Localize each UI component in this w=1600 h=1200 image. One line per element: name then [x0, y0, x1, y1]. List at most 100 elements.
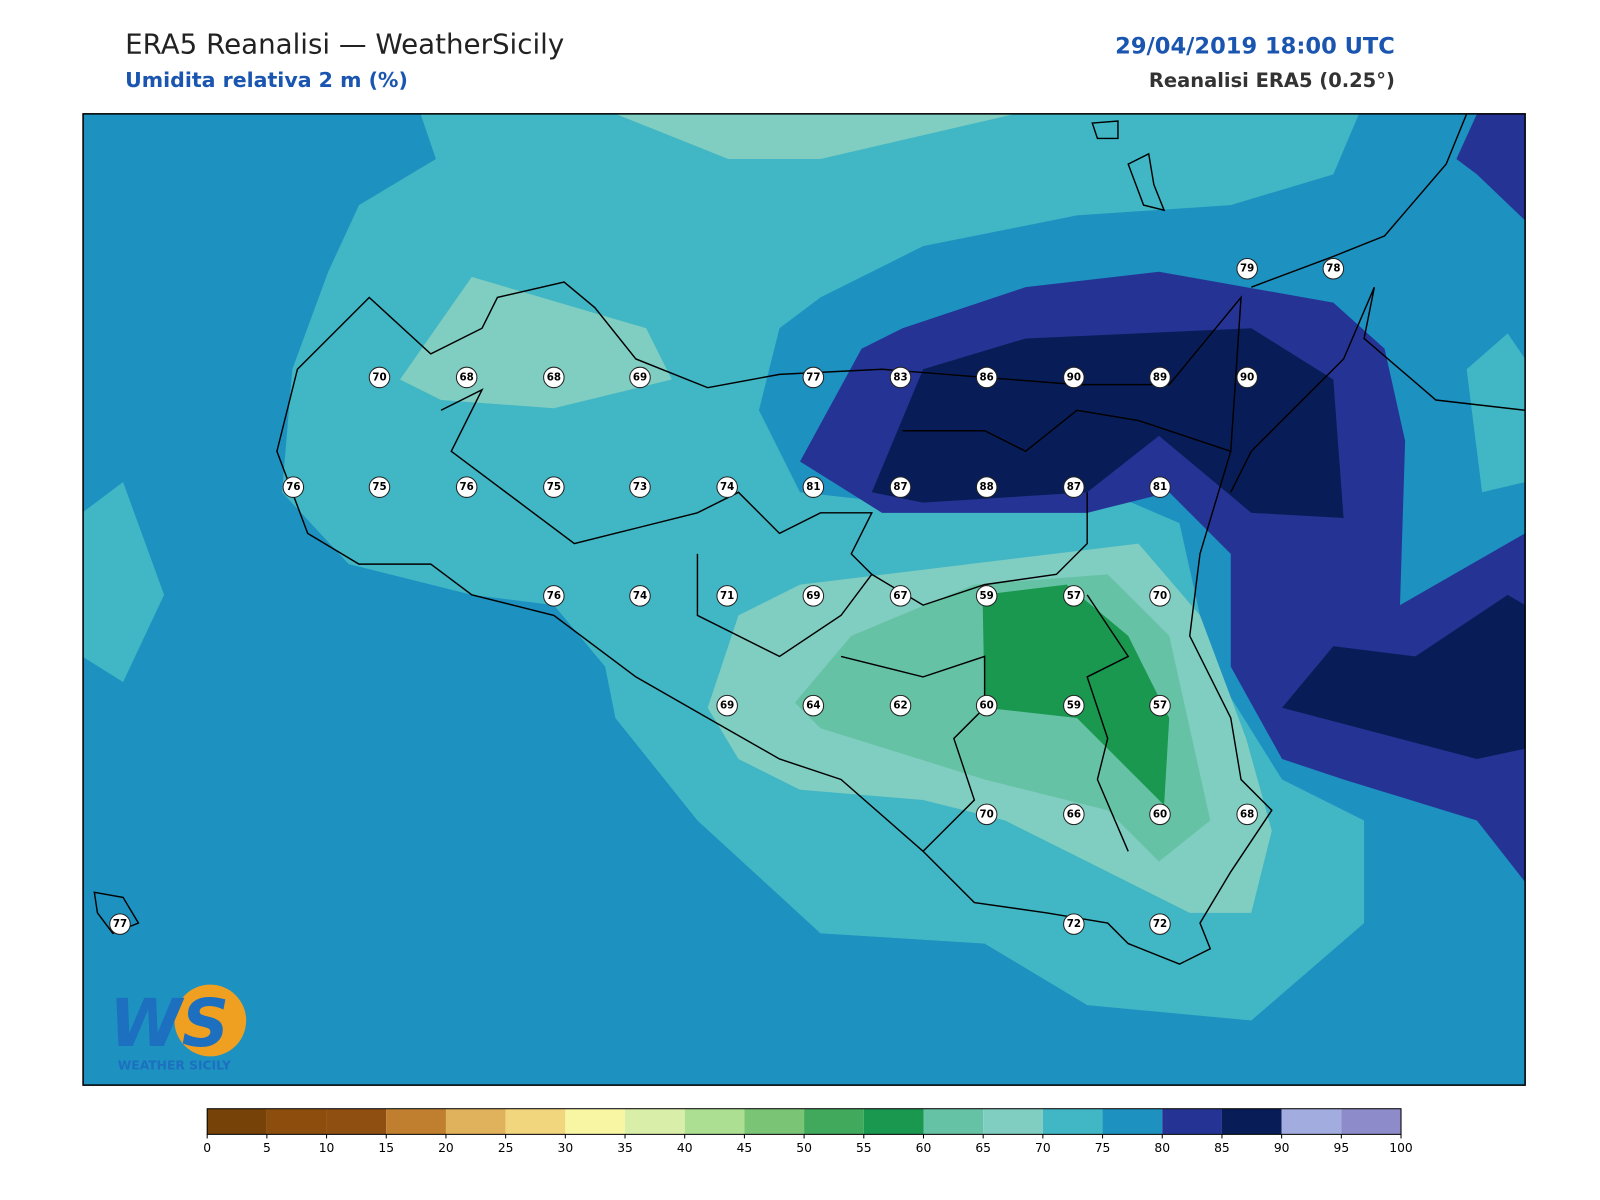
- colorbar-tick-label: 85: [1214, 1141, 1230, 1155]
- field-55-60: [982, 584, 1170, 806]
- colorbar-segment: [445, 1108, 506, 1135]
- station-marker: [368, 366, 391, 389]
- station-marker: [1063, 366, 1085, 389]
- station-value: 68: [547, 371, 561, 383]
- station-value: 76: [460, 481, 474, 493]
- station-marker: [1149, 366, 1171, 389]
- station-marker: [889, 694, 912, 717]
- station-value: 69: [633, 371, 647, 383]
- colorbar-segment: [565, 1108, 626, 1135]
- station-value: 89: [1153, 371, 1167, 383]
- station-marker: [802, 694, 825, 717]
- colorbar: 0 5 10 15 20 25 30 35 40 45 50 55 60 65 70 75 80 85 90 95 10…: [203, 1108, 1413, 1155]
- colorbar-segment: [804, 1108, 864, 1135]
- station-marker: [889, 366, 912, 389]
- station-value: 75: [372, 481, 386, 493]
- colorbar-tick-label: 20: [438, 1141, 454, 1155]
- station-value: 77: [806, 371, 820, 383]
- colorbar-tick-label: 60: [916, 1141, 932, 1155]
- source: Reanalisi ERA5 (0.25°): [1149, 69, 1395, 92]
- map-frame: [82, 113, 1526, 1086]
- station-value: 83: [893, 371, 907, 383]
- colorbar-segment: [1281, 1108, 1342, 1135]
- colorbar-tick-label: 95: [1334, 1141, 1350, 1155]
- station-value: 76: [547, 590, 561, 602]
- station-marker: [1149, 694, 1171, 717]
- colorbar-tick-label: 75: [1095, 1141, 1111, 1155]
- station-value: 64: [806, 700, 820, 712]
- station-marker: [1063, 694, 1085, 717]
- logo-sun: [174, 984, 247, 1057]
- station-marker: [1236, 366, 1258, 389]
- station-value: 90: [1240, 371, 1254, 383]
- station-marker: [1149, 585, 1171, 607]
- colorbar-segment: [1162, 1108, 1222, 1135]
- colorbar-segment: [386, 1108, 446, 1135]
- station-marker: [543, 366, 565, 389]
- colorbar-tick-label: 25: [498, 1141, 514, 1155]
- station-marker: [282, 476, 305, 498]
- colorbar-segment: [983, 1108, 1043, 1135]
- station-marker: [889, 476, 912, 498]
- colorbar-segment: [1341, 1108, 1402, 1135]
- station-marker: [1063, 913, 1085, 935]
- station-value: 72: [1067, 918, 1081, 930]
- colorbar-segment: [684, 1108, 745, 1135]
- colorbar-tick-label: 55: [856, 1141, 872, 1155]
- station-value: 77: [113, 918, 127, 930]
- station-marker: [1149, 476, 1171, 498]
- station-marker: [455, 476, 478, 498]
- station-value: 81: [806, 481, 820, 493]
- colorbar-tick-label: 80: [1154, 1141, 1170, 1155]
- station-value: 72: [1153, 918, 1167, 930]
- station-value: 57: [1153, 700, 1167, 712]
- colorbar-tick-label: 30: [558, 1141, 574, 1155]
- station-marker: [1236, 257, 1258, 280]
- colorbar-tick-label: 100: [1389, 1141, 1412, 1155]
- station-marker: [1063, 476, 1085, 498]
- logo-text: WEATHER SICILY: [118, 1059, 232, 1073]
- station-value: 69: [806, 590, 820, 602]
- station-value: 60: [980, 700, 994, 712]
- station-value: 62: [893, 700, 907, 712]
- colorbar-segment: [326, 1108, 387, 1135]
- station-value: 90: [1067, 371, 1081, 383]
- station-value: 68: [460, 371, 474, 383]
- logo-mark: WS: [109, 986, 229, 1062]
- colorbar-segment: [505, 1108, 566, 1135]
- station-marker: [802, 366, 825, 389]
- station-value: 87: [1067, 481, 1081, 493]
- station-marker: [802, 585, 825, 607]
- colorbar-tick-label: 50: [796, 1141, 812, 1155]
- station-value: 73: [633, 481, 647, 493]
- station-value: 69: [720, 700, 734, 712]
- station-marker: [889, 585, 912, 607]
- colorbar-tick-label: 40: [677, 1141, 693, 1155]
- station-value: 70: [372, 371, 386, 383]
- station-marker: [975, 585, 998, 607]
- station-value: 78: [1326, 263, 1340, 275]
- station-value: 60: [1153, 808, 1167, 820]
- colorbar-segment: [1102, 1108, 1163, 1135]
- station-value: 68: [1240, 808, 1254, 820]
- station-marker: [975, 476, 998, 498]
- colorbar-tick-label: 90: [1274, 1141, 1290, 1155]
- station-marker: [543, 476, 565, 498]
- datetime: 29/04/2019 18:00 UTC: [1115, 33, 1395, 59]
- station-value: 57: [1067, 590, 1081, 602]
- station-value: 74: [720, 481, 734, 493]
- station-marker: [455, 366, 478, 389]
- station-marker: [716, 476, 738, 498]
- station-value: 74: [633, 590, 647, 602]
- station-marker: [1322, 257, 1345, 280]
- station-marker: [1236, 803, 1258, 826]
- colorbar-segment: [923, 1108, 984, 1135]
- station-marker: [1063, 585, 1085, 607]
- station-marker: [1149, 913, 1171, 935]
- station-marker: [1149, 803, 1171, 826]
- station-marker: [975, 366, 998, 389]
- station-marker: [109, 913, 131, 935]
- colorbar-tick-label: 5: [263, 1141, 271, 1155]
